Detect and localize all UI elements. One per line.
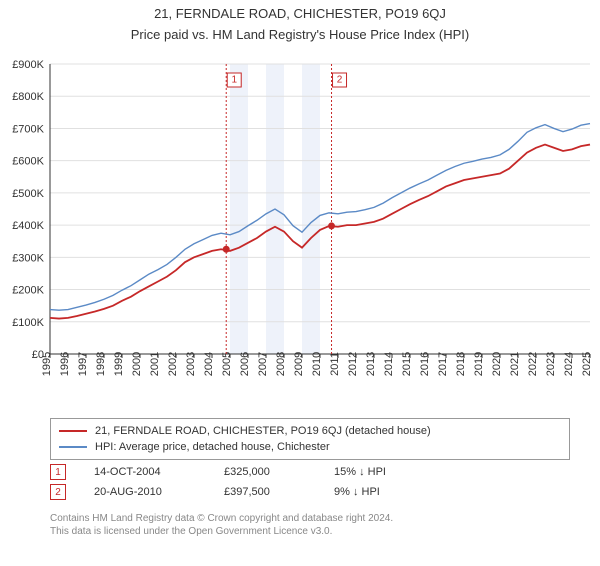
svg-text:2015: 2015: [401, 352, 413, 376]
svg-text:£100K: £100K: [12, 317, 44, 329]
sale-diff: 15% ↓ HPI: [334, 466, 444, 478]
legend-item: HPI: Average price, detached house, Chic…: [59, 439, 561, 455]
svg-text:£200K: £200K: [12, 285, 44, 297]
legend-swatch: [59, 430, 87, 432]
svg-text:2025: 2025: [581, 352, 593, 376]
legend-item: 21, FERNDALE ROAD, CHICHESTER, PO19 6QJ …: [59, 423, 561, 439]
svg-text:£300K: £300K: [12, 252, 44, 264]
sale-date: 14-OCT-2004: [94, 466, 224, 478]
credits-line-1: Contains HM Land Registry data © Crown c…: [50, 512, 570, 525]
sale-diff: 9% ↓ HPI: [334, 486, 444, 498]
credits-line-2: This data is licensed under the Open Gov…: [50, 525, 570, 538]
legend-label: HPI: Average price, detached house, Chic…: [95, 441, 330, 453]
svg-text:1998: 1998: [95, 352, 107, 376]
svg-text:2022: 2022: [527, 352, 539, 376]
sale-date: 20-AUG-2010: [94, 486, 224, 498]
svg-text:2008: 2008: [275, 352, 287, 376]
svg-text:2013: 2013: [365, 352, 377, 376]
svg-text:2011: 2011: [329, 352, 341, 376]
svg-text:2014: 2014: [383, 352, 395, 376]
svg-text:2: 2: [337, 75, 343, 86]
svg-text:2000: 2000: [131, 352, 143, 376]
svg-text:£400K: £400K: [12, 220, 44, 232]
svg-text:2004: 2004: [203, 352, 215, 376]
svg-text:2002: 2002: [167, 352, 179, 376]
svg-text:£500K: £500K: [12, 188, 44, 200]
svg-text:2019: 2019: [473, 352, 485, 376]
svg-text:2009: 2009: [293, 352, 305, 376]
svg-text:2006: 2006: [239, 352, 251, 376]
price-chart: £0£100K£200K£300K£400K£500K£600K£700K£80…: [0, 54, 600, 414]
sale-price: £325,000: [224, 466, 334, 478]
svg-text:2021: 2021: [509, 352, 521, 376]
legend-label: 21, FERNDALE ROAD, CHICHESTER, PO19 6QJ …: [95, 425, 431, 437]
svg-text:2007: 2007: [257, 352, 269, 376]
credits: Contains HM Land Registry data © Crown c…: [50, 512, 570, 538]
svg-text:£800K: £800K: [12, 91, 44, 103]
svg-text:2001: 2001: [149, 352, 161, 376]
legend: 21, FERNDALE ROAD, CHICHESTER, PO19 6QJ …: [50, 418, 570, 460]
svg-text:2016: 2016: [419, 352, 431, 376]
svg-text:2020: 2020: [491, 352, 503, 376]
svg-text:2010: 2010: [311, 352, 323, 376]
svg-text:2018: 2018: [455, 352, 467, 376]
svg-text:2003: 2003: [185, 352, 197, 376]
svg-text:1999: 1999: [113, 352, 125, 376]
svg-text:2005: 2005: [221, 352, 233, 376]
svg-text:£900K: £900K: [12, 59, 44, 71]
svg-text:£600K: £600K: [12, 156, 44, 168]
svg-text:1995: 1995: [41, 352, 53, 376]
svg-text:2017: 2017: [437, 352, 449, 376]
svg-text:2023: 2023: [545, 352, 557, 376]
legend-swatch: [59, 446, 87, 448]
sale-price: £397,500: [224, 486, 334, 498]
sale-marker-box: 2: [50, 484, 66, 500]
sale-row: 2 20-AUG-2010£397,5009% ↓ HPI: [50, 482, 570, 502]
page-subtitle: Price paid vs. HM Land Registry's House …: [0, 27, 600, 42]
sales-table: 1 14-OCT-2004£325,00015% ↓ HPI 2 20-AUG-201…: [50, 462, 570, 502]
svg-text:2012: 2012: [347, 352, 359, 376]
sale-row: 1 14-OCT-2004£325,00015% ↓ HPI: [50, 462, 570, 482]
page-title: 21, FERNDALE ROAD, CHICHESTER, PO19 6QJ: [0, 6, 600, 21]
svg-text:1997: 1997: [77, 352, 89, 376]
svg-text:1996: 1996: [59, 352, 71, 376]
svg-text:£700K: £700K: [12, 123, 44, 135]
sale-marker-box: 1: [50, 464, 66, 480]
svg-text:2024: 2024: [563, 352, 575, 376]
svg-text:1: 1: [231, 75, 237, 86]
